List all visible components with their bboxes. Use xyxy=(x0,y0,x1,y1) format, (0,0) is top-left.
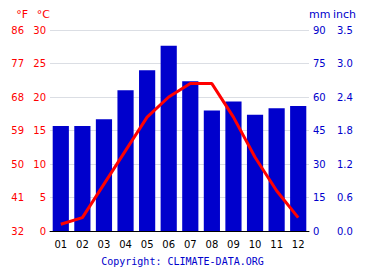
svg-text:15: 15 xyxy=(33,125,46,136)
svg-text:30: 30 xyxy=(313,159,326,170)
svg-text:03: 03 xyxy=(98,239,111,250)
svg-text:0.0: 0.0 xyxy=(337,226,353,237)
svg-text:15: 15 xyxy=(313,192,326,203)
svg-text:60: 60 xyxy=(313,92,326,103)
svg-text:86: 86 xyxy=(11,25,24,36)
svg-text:5: 5 xyxy=(40,192,46,203)
svg-text:02: 02 xyxy=(76,239,89,250)
svg-text:20: 20 xyxy=(33,92,46,103)
svg-text:90: 90 xyxy=(313,25,326,36)
svg-text:2.4: 2.4 xyxy=(337,92,353,103)
svg-text:06: 06 xyxy=(162,239,175,250)
svg-text:12: 12 xyxy=(292,239,305,250)
svg-text:mm: mm xyxy=(309,8,330,21)
svg-text:0.6: 0.6 xyxy=(337,192,353,203)
svg-text:45: 45 xyxy=(313,125,326,136)
svg-text:Copyright: CLIMATE-DATA.ORG: Copyright: CLIMATE-DATA.ORG xyxy=(101,256,264,267)
svg-text:07: 07 xyxy=(184,239,197,250)
svg-text:05: 05 xyxy=(141,239,154,250)
svg-text:75: 75 xyxy=(313,58,326,69)
svg-text:32: 32 xyxy=(11,226,24,237)
svg-text:3.5: 3.5 xyxy=(337,25,353,36)
svg-text:04: 04 xyxy=(119,239,132,250)
svg-text:11: 11 xyxy=(270,239,283,250)
svg-text:77: 77 xyxy=(11,58,24,69)
svg-text:0: 0 xyxy=(40,226,46,237)
svg-text:inch: inch xyxy=(333,8,356,21)
svg-text:°F: °F xyxy=(16,8,28,21)
svg-text:68: 68 xyxy=(11,92,24,103)
svg-text:50: 50 xyxy=(11,159,24,170)
svg-text:1.8: 1.8 xyxy=(337,125,353,136)
svg-text:25: 25 xyxy=(33,58,46,69)
svg-text:01: 01 xyxy=(54,239,67,250)
svg-text:10: 10 xyxy=(249,239,262,250)
svg-text:0: 0 xyxy=(313,226,319,237)
svg-text:41: 41 xyxy=(11,192,24,203)
svg-text:°C: °C xyxy=(37,8,51,21)
svg-text:08: 08 xyxy=(206,239,219,250)
svg-text:59: 59 xyxy=(11,125,24,136)
svg-text:3.0: 3.0 xyxy=(337,58,353,69)
svg-text:30: 30 xyxy=(33,25,46,36)
svg-text:1.2: 1.2 xyxy=(337,159,353,170)
svg-text:09: 09 xyxy=(227,239,240,250)
svg-text:10: 10 xyxy=(33,159,46,170)
